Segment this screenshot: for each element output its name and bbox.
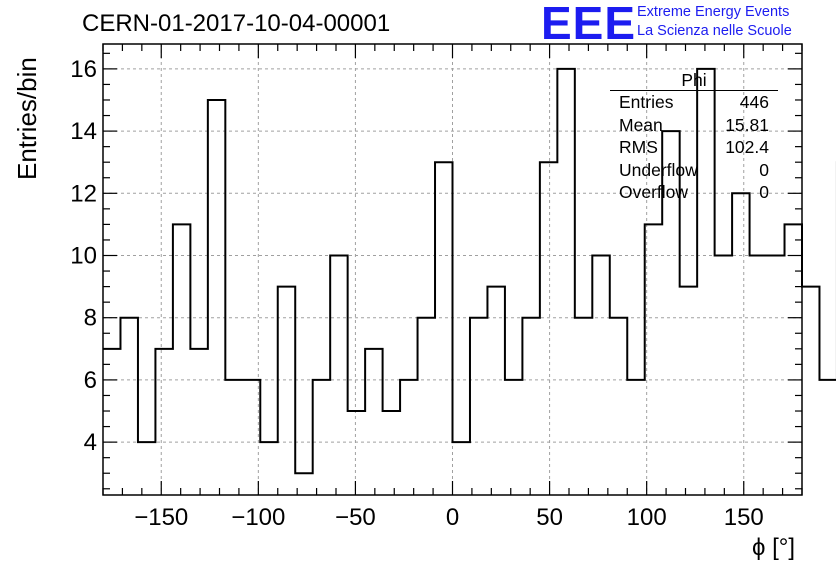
histogram-bin	[278, 287, 295, 495]
y-tick-label: 10	[70, 243, 97, 270]
histogram-bin	[120, 318, 137, 495]
histogram-bin	[190, 349, 207, 495]
histogram-bin	[645, 224, 662, 495]
histogram-bin	[505, 380, 522, 495]
stats-box: Phi Entries 446 Mean 15.81 RMS 102.4 Und…	[610, 70, 778, 204]
y-tick-label: 6	[84, 367, 97, 394]
histogram-bin	[173, 224, 190, 495]
histogram-bin	[418, 318, 435, 495]
histogram-bin	[610, 318, 627, 495]
histogram-bin	[208, 100, 225, 495]
stats-value: 0	[759, 182, 769, 203]
y-tick-label: 16	[70, 56, 97, 83]
chart-title: CERN-01-2017-10-04-00001	[82, 10, 391, 37]
stats-value: 15.81	[725, 114, 769, 135]
stats-row-entries: Entries 446	[610, 91, 778, 114]
x-tick-label: 50	[536, 504, 563, 531]
y-tick-label: 14	[70, 118, 97, 145]
stats-label: Underflow	[619, 159, 698, 180]
stats-row-overflow: Overflow 0	[610, 181, 778, 204]
logo-line-1: Extreme Energy Events	[637, 4, 790, 20]
histogram-bin	[522, 318, 539, 495]
x-tick-label: 100	[627, 504, 667, 531]
histogram-bin	[225, 380, 242, 495]
x-tick-label: −100	[231, 504, 285, 531]
histogram-bin	[592, 256, 609, 495]
stats-value: 446	[739, 92, 769, 112]
stats-label: Mean	[619, 114, 663, 135]
stats-label: RMS	[619, 137, 658, 158]
stats-row-rms: RMS 102.4	[610, 136, 778, 159]
histogram-bin	[138, 442, 155, 495]
histogram-bin	[715, 256, 732, 495]
histogram-bin	[470, 318, 487, 495]
stats-value: 102.4	[725, 137, 769, 158]
eee-logo-text: Extreme Energy Events La Scienza nelle S…	[637, 3, 792, 41]
histogram-bin	[627, 380, 644, 495]
histogram-bin	[487, 287, 504, 495]
eee-logo-mark: EEE	[541, 0, 637, 49]
histogram-bin	[330, 256, 347, 495]
histogram-bin	[295, 473, 312, 495]
histogram-bin	[785, 224, 802, 495]
stats-row-underflow: Underflow 0	[610, 159, 778, 182]
histogram-bin	[260, 442, 277, 495]
histogram-bin	[575, 318, 592, 495]
histogram-bin	[750, 256, 767, 495]
histogram-bin	[435, 162, 452, 495]
histogram-bin	[348, 411, 365, 495]
x-axis-label: ϕ [°]	[752, 534, 796, 561]
histogram-bin	[383, 411, 400, 495]
x-tick-label: 150	[724, 504, 764, 531]
stats-label: Entries	[619, 92, 674, 112]
histogram-bin	[365, 349, 382, 495]
histogram-bin	[819, 380, 836, 495]
histogram-bin	[313, 380, 330, 495]
histogram-bin	[453, 442, 470, 495]
x-tick-label: −50	[335, 504, 376, 531]
y-tick-label: 8	[84, 305, 97, 332]
histogram-bin	[802, 287, 819, 495]
logo-line-2: La Scienza nelle Scuole	[637, 23, 792, 39]
histogram-series	[103, 67, 836, 475]
y-tick-label: 12	[70, 180, 97, 207]
histogram-bin	[540, 162, 557, 495]
stats-title: Phi	[610, 70, 778, 91]
stats-value: 0	[759, 159, 769, 180]
histogram-bin	[767, 256, 784, 495]
stats-label: Overflow	[619, 182, 689, 203]
histogram-bin	[732, 193, 749, 495]
histogram-bin	[557, 69, 574, 495]
histogram-bin	[400, 380, 417, 495]
histogram-bin	[680, 287, 697, 495]
histogram-bin	[155, 349, 172, 495]
stats-row-mean: Mean 15.81	[610, 114, 778, 137]
x-tick-label: 0	[446, 504, 459, 531]
y-tick-label: 4	[84, 429, 97, 456]
histogram-bin	[243, 380, 260, 495]
y-axis-label: Entries/bin	[12, 57, 42, 180]
x-tick-label: −150	[134, 504, 188, 531]
